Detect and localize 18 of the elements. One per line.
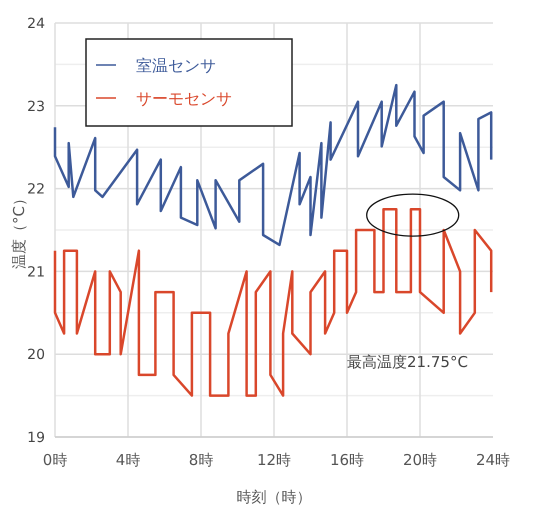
x-tick-label: 8時	[188, 451, 214, 469]
x-tick-label: 0時	[42, 451, 68, 469]
y-tick-label: 21	[27, 264, 45, 280]
y-tick-label: 19	[27, 430, 45, 446]
y-axis-title: 温度（°C）	[10, 191, 28, 269]
x-tick-label: 16時	[330, 451, 364, 469]
y-tick-label: 24	[27, 16, 46, 32]
y-tick-label: 22	[27, 182, 45, 198]
y-tick-label: 20	[27, 347, 45, 364]
legend-label: サーモセンサ	[136, 89, 232, 108]
x-tick-label: 24時	[476, 451, 510, 469]
y-tick-label: 23	[27, 98, 45, 115]
annotation: 最高温度21.75°C	[347, 353, 468, 371]
legend-label: 室温センサ	[136, 56, 216, 75]
x-tick-label: 12時	[256, 451, 292, 469]
x-tick-label: 4時	[116, 451, 140, 469]
x-tick-label: 20時	[402, 451, 438, 469]
x-axis-title: 時刻（時）	[236, 488, 312, 506]
